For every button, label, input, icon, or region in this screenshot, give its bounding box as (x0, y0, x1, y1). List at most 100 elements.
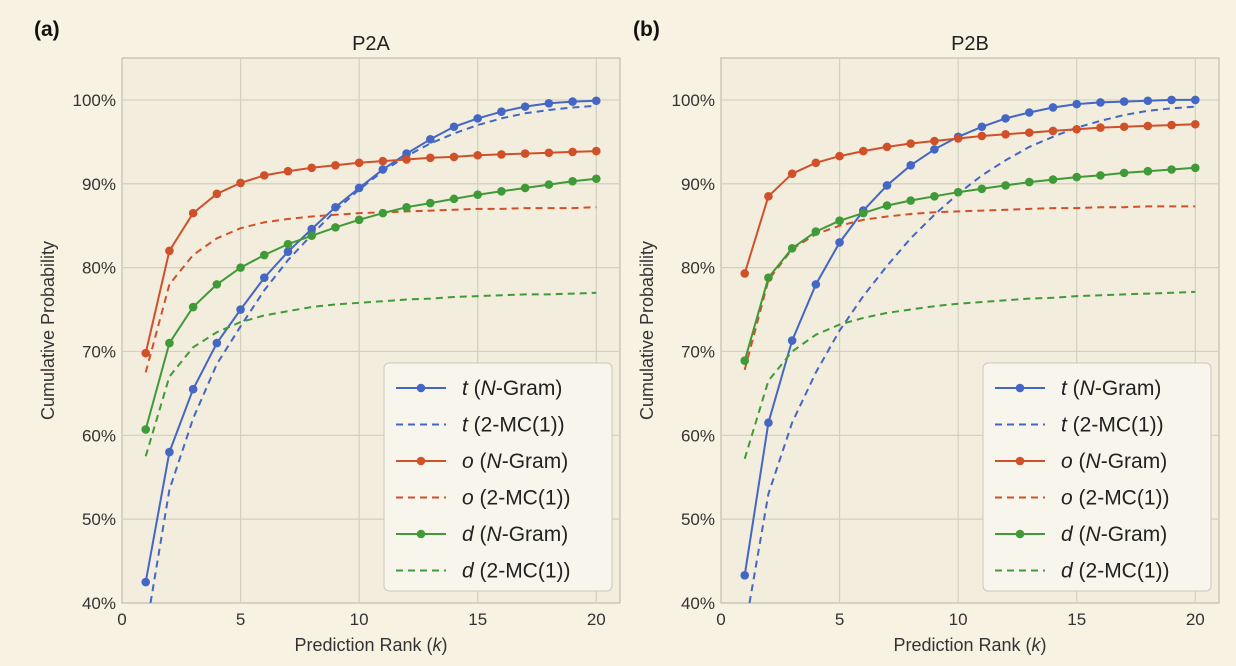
data-point (1096, 171, 1105, 180)
data-point (378, 165, 388, 174)
legend-item: d (N-Gram) (995, 523, 1167, 546)
x-tick-label: 20 (587, 610, 606, 629)
data-point (1072, 124, 1082, 134)
legend: t (N-Gram) t (2-MC(1)) o (N-Gram) o (2-MC(1… (982, 362, 1212, 592)
data-point (1119, 168, 1129, 178)
data-point (568, 97, 577, 106)
data-point (1190, 95, 1200, 105)
data-point (473, 150, 483, 160)
data-point (740, 571, 750, 580)
legend-marker (416, 529, 426, 539)
data-point (283, 166, 293, 176)
series-line (149, 104, 597, 604)
data-point (331, 223, 340, 232)
chart-panel-p2b: 0 5 10 15 20 40% 50% 60% 70% 80% 90% 100% (b) P2B Pred… (633, 18, 1220, 655)
chart-panel-p2a: 0 5 10 15 20 40% 50% 60% 70% 80% 90% 100% (a) P2A Pred… (34, 18, 621, 655)
chart-title: P2A (352, 33, 390, 55)
data-point (835, 151, 844, 161)
data-point (283, 247, 293, 256)
series-d-2mc1 (743, 290, 1196, 460)
data-point (378, 208, 388, 218)
data-point (858, 146, 868, 156)
data-point (449, 152, 459, 162)
data-point (835, 238, 844, 247)
y-axis-label: Cumulative Probability (637, 241, 657, 420)
data-point (882, 181, 892, 190)
series-t-ngram (141, 96, 601, 587)
y-tick-label: 80% (82, 259, 116, 278)
data-point (787, 336, 797, 345)
data-point (354, 183, 364, 193)
data-point (568, 176, 577, 186)
data-point (740, 356, 750, 365)
data-point (930, 145, 939, 154)
legend-item: t (N-Gram) (995, 377, 1161, 400)
data-point (449, 122, 459, 132)
y-tick-label: 100% (672, 91, 715, 110)
y-tick-label: 90% (82, 175, 116, 194)
data-point (764, 418, 773, 428)
data-point (591, 96, 601, 106)
data-point (787, 169, 797, 179)
data-point (544, 148, 554, 158)
legend-label: o (N-Gram) (462, 450, 568, 473)
y-tick-label: 80% (681, 259, 715, 278)
data-point (141, 348, 151, 358)
data-point (520, 102, 530, 111)
data-point (236, 305, 245, 314)
data-point (1143, 166, 1153, 176)
data-point (930, 192, 939, 201)
data-point (906, 139, 916, 148)
x-axis-label: Prediction Rank (k) (294, 635, 447, 655)
data-point (740, 269, 750, 278)
data-point (188, 384, 198, 394)
data-point (165, 246, 174, 256)
series-t-2mc1 (748, 105, 1196, 604)
data-point (977, 131, 987, 141)
data-point (1001, 114, 1010, 123)
data-point (259, 273, 269, 282)
data-point (165, 447, 174, 457)
legend-item: o (2-MC(1)) (396, 487, 571, 510)
legend-label: t (N-Gram) (1061, 377, 1161, 400)
data-point (977, 184, 987, 194)
series-o-ngram (740, 119, 1200, 278)
legend-item: t (N-Gram) (396, 377, 562, 400)
series-t-ngram (740, 95, 1200, 580)
legend-marker (1015, 383, 1025, 393)
data-point (953, 187, 963, 197)
y-axis-label: Cumulative Probability (38, 241, 58, 420)
data-point (882, 201, 892, 210)
data-point (497, 187, 506, 196)
data-point (1096, 98, 1105, 107)
series-o-2mc1 (743, 205, 1196, 371)
data-point (568, 147, 577, 157)
legend-item: d (2-MC(1)) (396, 560, 571, 583)
data-point (425, 198, 435, 208)
data-point (906, 161, 916, 170)
x-tick-label: 15 (468, 610, 487, 629)
data-point (236, 178, 245, 188)
legend-item: o (N-Gram) (995, 450, 1167, 473)
data-point (1119, 97, 1129, 106)
series-d-ngram (740, 163, 1200, 365)
data-point (354, 158, 364, 168)
data-point (1001, 181, 1010, 190)
legend-item: d (N-Gram) (396, 523, 568, 546)
data-point (544, 180, 554, 189)
data-point (1167, 120, 1176, 130)
data-point (1048, 126, 1058, 136)
data-point (212, 280, 222, 289)
series-t-2mc1 (149, 104, 597, 604)
series-o-ngram (141, 146, 601, 358)
data-point (906, 196, 916, 205)
data-point (473, 114, 483, 123)
data-point (425, 153, 435, 163)
x-tick-label: 15 (1067, 610, 1086, 629)
data-point (188, 302, 198, 312)
y-tick-label: 70% (681, 342, 715, 361)
legend-item: d (2-MC(1)) (995, 560, 1170, 583)
data-point (212, 338, 222, 348)
series-line (144, 206, 597, 373)
